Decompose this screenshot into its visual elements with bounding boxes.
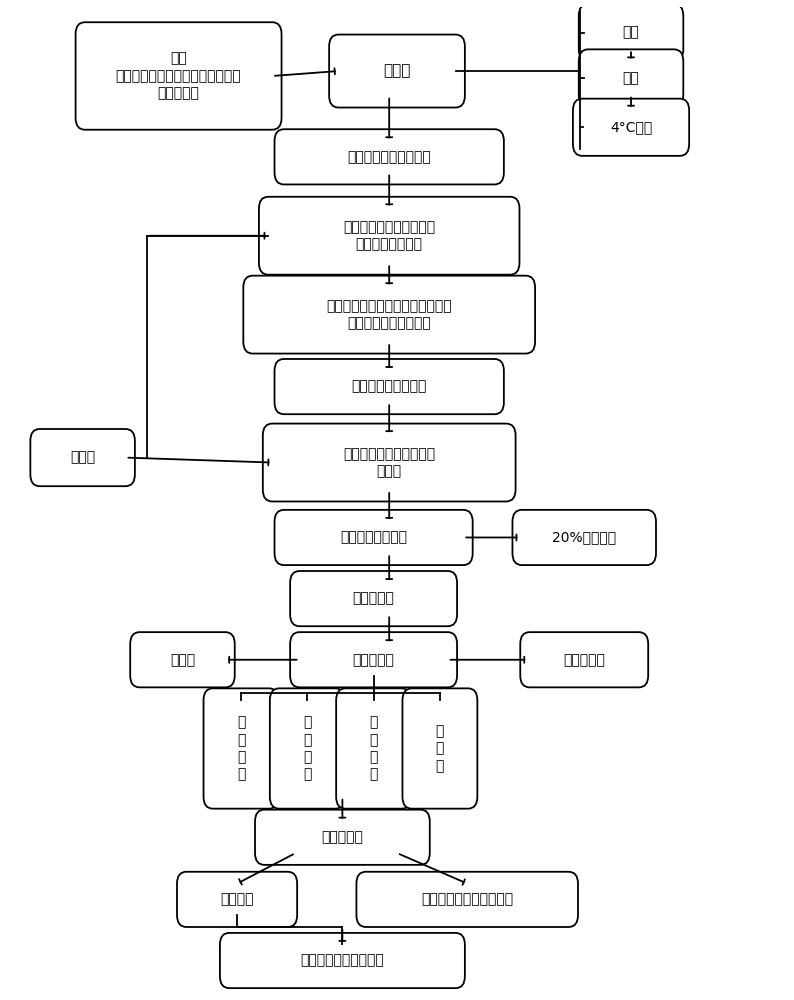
FancyBboxPatch shape (75, 22, 282, 130)
FancyBboxPatch shape (130, 632, 235, 687)
Text: 过滤: 过滤 (622, 71, 639, 85)
Text: 20%甘油保存: 20%甘油保存 (552, 530, 616, 544)
FancyBboxPatch shape (275, 129, 504, 184)
Text: 4°C保存: 4°C保存 (610, 120, 652, 134)
Text: 吸
附
曲
线: 吸 附 曲 线 (237, 716, 245, 781)
FancyBboxPatch shape (290, 632, 457, 687)
FancyBboxPatch shape (255, 810, 430, 865)
Text: 上清与生长到对数期的单株细菌混
合孵育，浇注双层平板: 上清与生长到对数期的单株细菌混 合孵育，浇注双层平板 (326, 299, 452, 330)
Text: 目标菌: 目标菌 (70, 451, 95, 465)
Text: 形态学观察: 形态学观察 (563, 653, 605, 667)
Text: 离心过滤，保留上清: 离心过滤，保留上清 (352, 380, 427, 394)
Text: 遴选噬菌体: 遴选噬菌体 (322, 830, 364, 844)
FancyBboxPatch shape (203, 688, 279, 809)
FancyBboxPatch shape (30, 429, 135, 486)
Text: 挑取单个噬菌斑，纯化培
养三次: 挑取单个噬菌斑，纯化培 养三次 (343, 447, 435, 478)
Text: 宿主谱: 宿主谱 (170, 653, 195, 667)
FancyBboxPatch shape (220, 933, 464, 988)
FancyBboxPatch shape (357, 872, 578, 927)
Text: 基因组鉴定: 基因组鉴定 (353, 592, 395, 606)
FancyBboxPatch shape (243, 276, 535, 354)
FancyBboxPatch shape (403, 688, 477, 809)
FancyBboxPatch shape (520, 632, 648, 687)
FancyBboxPatch shape (336, 688, 411, 809)
FancyBboxPatch shape (579, 49, 684, 107)
FancyBboxPatch shape (512, 510, 656, 565)
Text: 最
高
效
价: 最 高 效 价 (369, 716, 378, 781)
Text: 纯化后，扩增培养: 纯化后，扩增培养 (340, 530, 407, 544)
Text: 生长到对数期的细菌与噬
菌体样本混合培养: 生长到对数期的细菌与噬 菌体样本混合培养 (343, 220, 435, 251)
Text: 可能含有噬菌体的样本: 可能含有噬菌体的样本 (347, 150, 431, 164)
FancyBboxPatch shape (177, 872, 297, 927)
Text: 感染复数: 感染复数 (220, 892, 254, 906)
FancyBboxPatch shape (259, 197, 519, 275)
FancyBboxPatch shape (275, 359, 504, 414)
Text: 宿
主
谱: 宿 主 谱 (436, 724, 444, 773)
FancyBboxPatch shape (270, 688, 345, 809)
Text: 离心: 离心 (622, 26, 639, 40)
Text: 样本
（海水，湖水，下水道，虾肠道，
鱼肠道等）: 样本 （海水，湖水，下水道，虾肠道， 鱼肠道等） (116, 52, 241, 100)
Text: 特征性研究: 特征性研究 (353, 653, 395, 667)
Text: 最佳噬菌体鸡尾酒组合: 最佳噬菌体鸡尾酒组合 (300, 954, 384, 968)
Text: 噬菌体鸡尾酒组合及评价: 噬菌体鸡尾酒组合及评价 (421, 892, 513, 906)
FancyBboxPatch shape (263, 424, 515, 501)
FancyBboxPatch shape (275, 510, 472, 565)
Text: 生
长
曲
线: 生 长 曲 线 (303, 716, 311, 781)
Text: 预处理: 预处理 (384, 64, 410, 79)
FancyBboxPatch shape (330, 35, 464, 108)
FancyBboxPatch shape (290, 571, 457, 626)
FancyBboxPatch shape (579, 4, 684, 61)
FancyBboxPatch shape (573, 99, 689, 156)
